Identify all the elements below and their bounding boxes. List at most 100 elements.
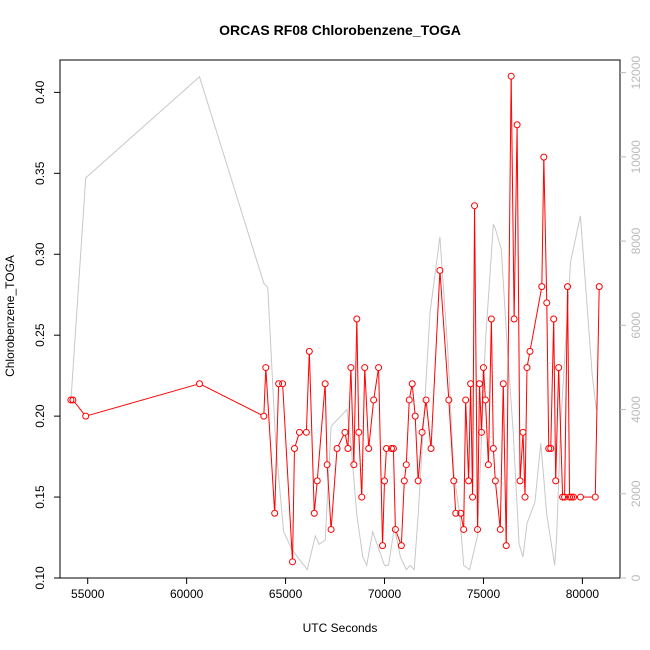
chlorobenzene-point [279,380,287,388]
chlorobenzene-point [564,283,572,291]
chlorobenzene-point [462,396,470,404]
chlorobenzene-segment [490,321,494,446]
chlorobenzene-point [465,477,473,485]
chlorobenzene-point [445,396,453,404]
chlorobenzene-point [568,493,576,501]
chlorobenzene-segment [465,402,470,478]
y2-tick-label: 4000 [629,396,643,423]
chlorobenzene-point [550,315,558,323]
y2-tick-label: 10000 [629,140,643,174]
chlorobenzene-point [383,445,391,452]
chlorobenzene-point [595,283,603,291]
x-tick-label: 55000 [71,587,105,601]
chart-title: ORCAS RF08 Chlorobenzene_TOGA [219,22,461,38]
chlorobenzene-segment [483,370,486,397]
chlorobenzene-segment [330,451,338,527]
chlorobenzene-point [561,493,569,501]
chlorobenzene-segment [564,289,569,495]
chlorobenzene-segment [439,273,450,397]
chlorobenzene-segment [412,386,416,414]
chlorobenzene-segment [294,435,300,446]
chlorobenzene-segment [421,402,427,430]
chlorobenzene-point [576,493,584,501]
chlorobenzene-segment [474,208,478,527]
plot-frame [59,59,621,579]
chlorobenzene-segment [541,160,545,284]
chlorobenzene-segment [353,321,358,462]
chlorobenzene-segment [382,483,385,543]
chlorobenzene-point [350,461,358,469]
y-tick-label: 0.15 [33,485,47,509]
chlorobenzene-segment [326,467,332,527]
chlorobenzene-segment [499,386,504,527]
chlorobenzene-point [555,364,563,372]
chlorobenzene-segment [409,386,413,398]
chlorobenzene-point [436,266,444,274]
x-tick-label: 60000 [170,587,204,601]
chlorobenzene-point [333,445,341,452]
chlorobenzene-segment [274,386,280,511]
chlorobenzene-segment [510,79,515,317]
chlorobenzene-point [457,509,465,517]
chlorobenzene-point [341,428,349,436]
chlorobenzene-segment [378,370,383,543]
chlorobenzene-segment [463,402,467,527]
y-tick-label: 0.30 [33,242,47,266]
y-tick-label: 0.40 [33,80,47,104]
chlorobenzene-point [469,493,477,501]
chlorobenzene-point [547,445,555,452]
chlorobenzene-point [543,299,551,307]
chlorobenzene-point [289,558,297,566]
chlorobenzene-segment [373,370,379,398]
chlorobenzene-point [381,477,389,485]
altitude-series [70,75,597,571]
chlorobenzene-point [414,477,422,485]
chlorobenzene-segment [358,435,363,495]
chlorobenzene-segment [495,483,501,527]
chlorobenzene-segment [487,321,492,462]
chlorobenzene-point [559,493,567,501]
chlorobenzene-point [391,525,399,533]
chlorobenzene-segment [344,435,348,446]
chlorobenzene-point [516,477,524,485]
chlorobenzene-segment [479,386,482,430]
chlorobenzene-segment [546,305,550,446]
chlorobenzene-point [290,445,298,452]
chlorobenzene-point [347,364,355,372]
chlorobenzene-segment [337,434,345,447]
chlorobenzene-segment [448,402,455,478]
chlorobenzene-segment [505,79,512,543]
chlorobenzene-segment [553,321,557,478]
chlorobenzene-point [484,461,492,469]
chlorobenzene-segment [314,483,318,511]
chlorobenzene-point [513,121,521,129]
chlorobenzene-point [323,461,331,469]
x-tick-label: 75000 [467,587,501,601]
chlorobenzene-point [353,315,361,323]
chlorobenzene-point [422,396,430,404]
chlorobenzene-point [67,396,75,404]
chlorobenzene-point [69,396,77,404]
chlorobenzene-point [452,509,460,517]
chlorobenzene-point [271,509,279,517]
chlorobenzene-segment [368,402,374,446]
chlorobenzene-point [523,364,531,372]
chlorobenzene-point [275,380,283,388]
chlorobenzene-point [262,364,270,372]
chlorobenzene-segment [282,386,293,559]
chlorobenzene-point [82,412,90,420]
chlorobenzene-segment [453,483,457,511]
chlorobenzene-segment [308,354,315,511]
chlorobenzene-segment [594,289,600,495]
chlorobenzene-segment [470,386,474,495]
chlorobenzene-segment [567,289,571,495]
chlorobenzene-point [481,396,489,404]
chlorobenzene-point [526,347,534,355]
chlorobenzene-segment [460,516,464,527]
chlorobenzene-point [344,445,352,452]
y-axis-title: Chlorobenzene_TOGA [3,255,17,377]
chlorobenzene-segment [364,370,370,446]
chlorobenzene-segment [513,127,518,317]
chlorobenzene-segment [430,273,441,446]
chlorobenzene-point [418,428,426,436]
